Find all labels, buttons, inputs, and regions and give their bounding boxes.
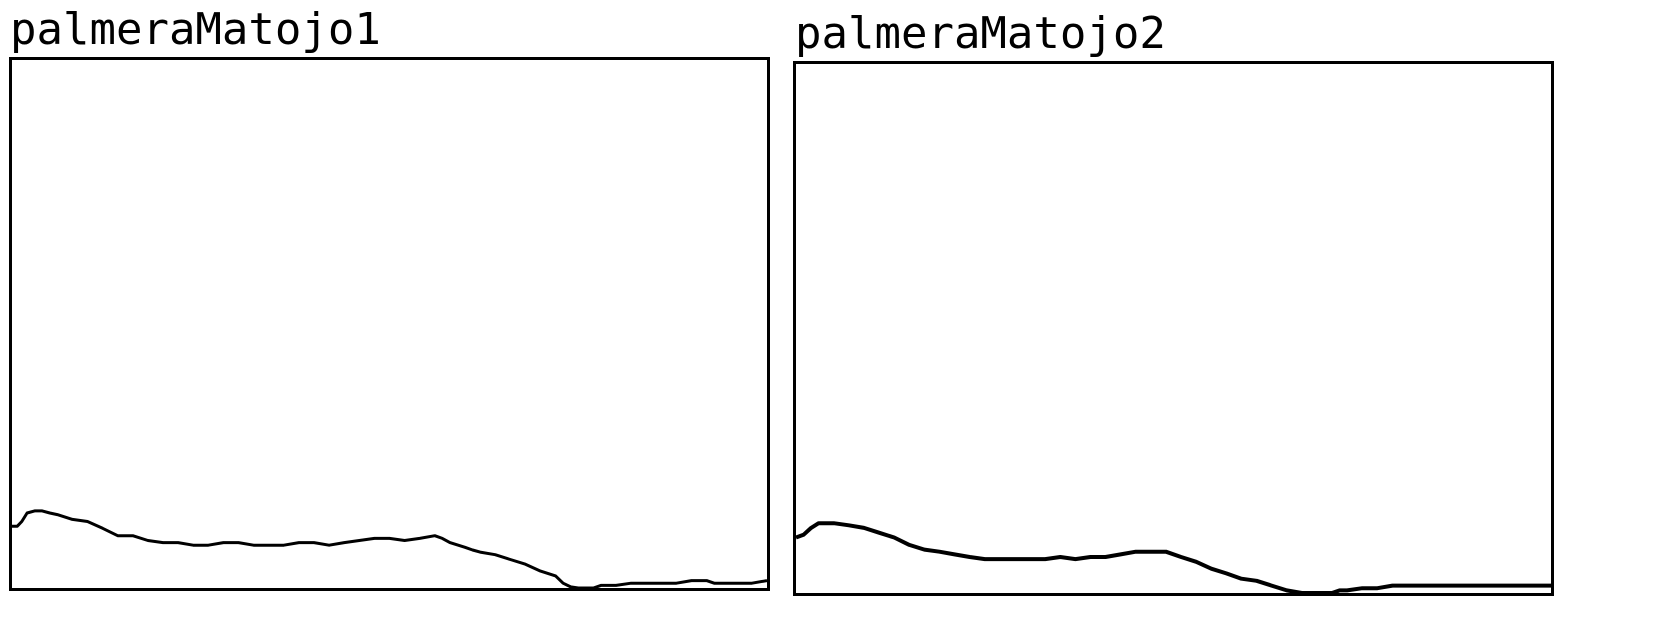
plot-svg-2 — [796, 521, 1551, 593]
chart-title-1: palmeraMatojo1 — [10, 4, 381, 55]
series-line-2-1 — [796, 521, 1551, 593]
chart-title-2: palmeraMatojo2 — [795, 8, 1166, 59]
plot-area-2 — [793, 61, 1554, 596]
plot-svg-1 — [12, 509, 767, 588]
plot-area-1 — [9, 57, 770, 591]
series-line-1-1 — [12, 509, 767, 588]
